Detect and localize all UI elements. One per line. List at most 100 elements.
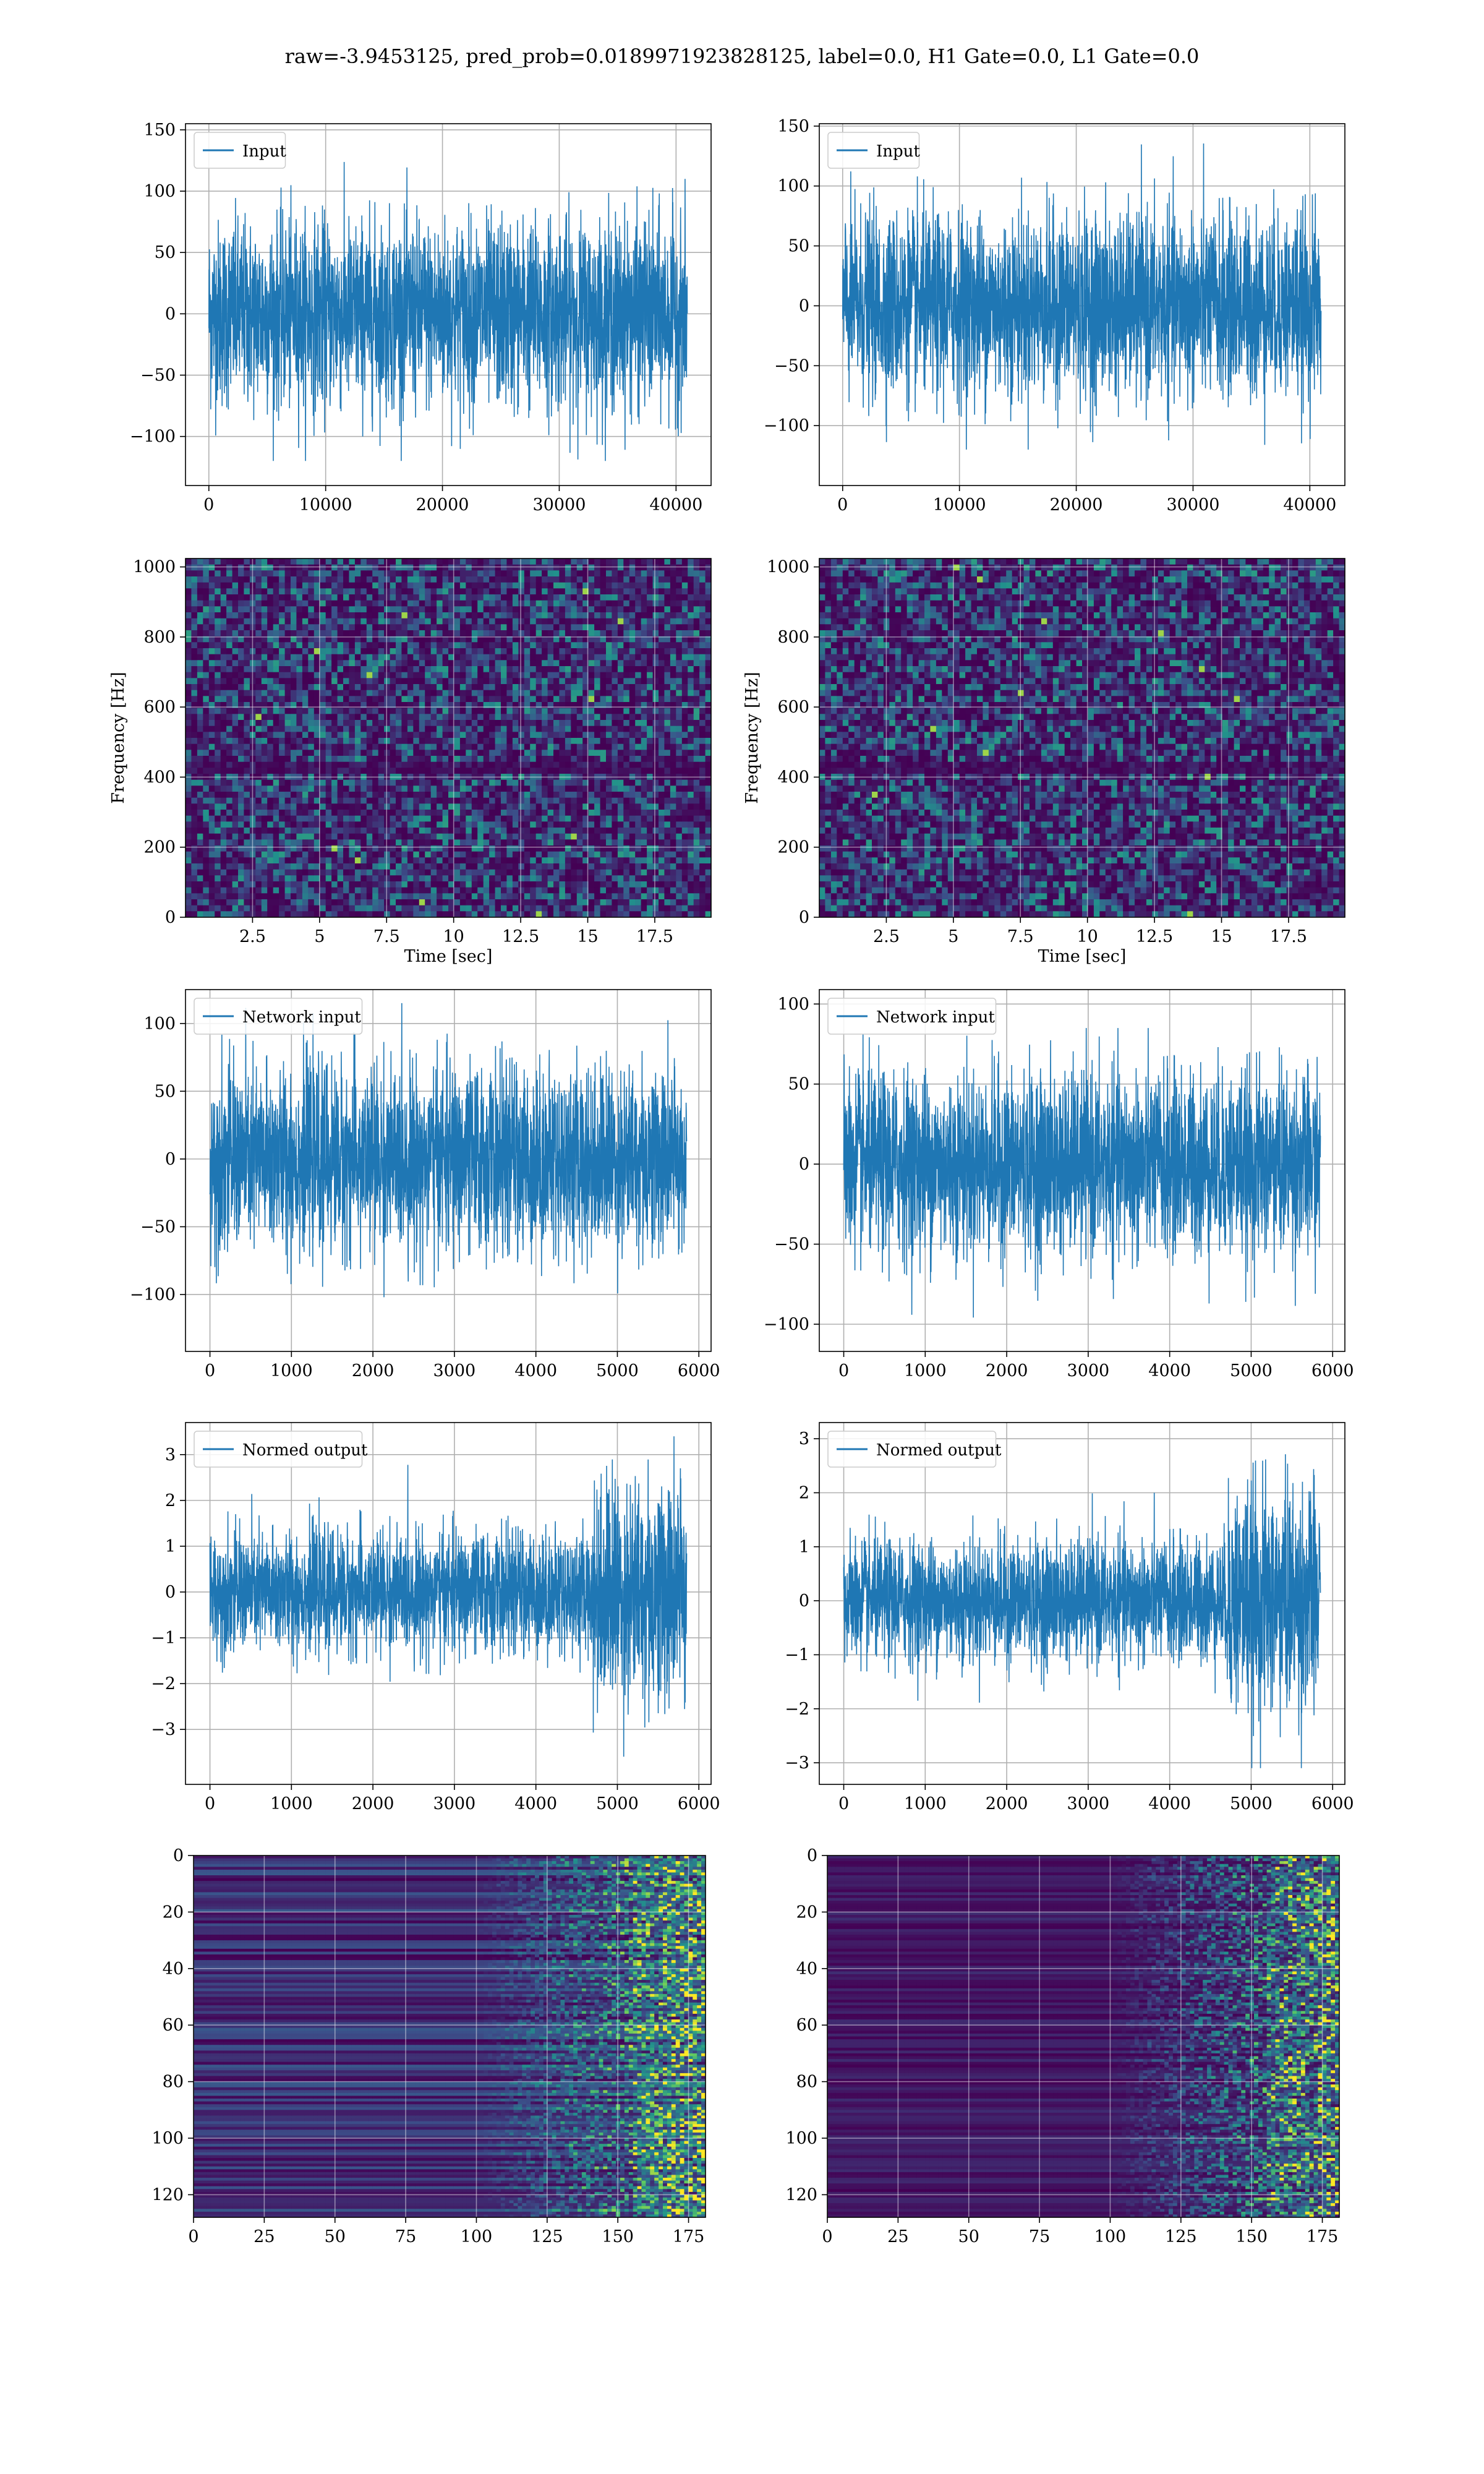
x-tick-label: 1000 (904, 1361, 947, 1380)
x-tick-label: 50 (325, 2227, 346, 2246)
y-tick-label: 2 (799, 1484, 809, 1503)
x-tick-label: 2000 (986, 1794, 1028, 1813)
y-tick-label: 100 (143, 1014, 176, 1034)
plot-area (819, 124, 1345, 486)
y-tick-label: −3 (785, 1753, 809, 1773)
axes-frame (185, 123, 712, 486)
x-tick-label: 175 (673, 2227, 705, 2246)
x-tick-label: 1000 (904, 1794, 947, 1813)
y-tick-label: 60 (796, 2016, 817, 2035)
x-tick-label: 75 (1029, 2227, 1050, 2246)
y-tick-label: 20 (163, 1903, 184, 1922)
axes-frame (819, 989, 1345, 1352)
x-tick-label: 4000 (1148, 1361, 1191, 1380)
x-tick-label: 2000 (352, 1794, 394, 1813)
y-tick-label: 100 (777, 177, 809, 196)
figure-title: raw=-3.9453125, pred_prob=0.018997192382… (0, 45, 1484, 68)
y-tick-label: 120 (785, 2185, 817, 2204)
y-tick-label: 80 (163, 2073, 184, 2092)
legend: Network input (194, 998, 363, 1035)
x-tick-label: 2.5 (239, 927, 266, 946)
x-axis-label: Time [sec] (404, 947, 493, 966)
y-tick-label: 600 (777, 698, 809, 717)
x-tick-label: 3000 (1067, 1794, 1110, 1813)
x-tick-label: 0 (205, 1361, 215, 1380)
x-tick-label: 12.5 (502, 927, 539, 946)
x-tick-label: 7.5 (373, 927, 400, 946)
x-tick-label: 17.5 (1270, 927, 1307, 946)
x-tick-label: 6000 (1311, 1361, 1354, 1380)
y-tick-label: −100 (764, 1315, 809, 1334)
y-axis-label: Frequency [Hz] (743, 672, 762, 803)
x-tick-label: 150 (602, 2227, 634, 2246)
x-tick-label: 10 (443, 927, 464, 946)
y-tick-label: 50 (788, 1075, 809, 1094)
x-tick-label: 3000 (433, 1794, 476, 1813)
y-tick-label: 50 (155, 243, 176, 262)
y-tick-label: −100 (764, 416, 809, 435)
y-tick-label: 3 (165, 1445, 176, 1465)
y-tick-label: 200 (777, 838, 809, 857)
legend: Normed output (194, 1431, 368, 1468)
y-tick-label: 400 (143, 768, 176, 787)
legend: Input (194, 132, 286, 169)
plot-area (194, 1856, 706, 2217)
x-tick-label: 3000 (1067, 1361, 1110, 1380)
legend: Normed output (827, 1431, 1002, 1468)
axes-frame (819, 1422, 1345, 1785)
panel-features-right: 0 25 50 75 100 125 150 175 0 20 40 60 80 100 120 (785, 1846, 1340, 2246)
y-tick-label: −50 (140, 366, 176, 385)
y-tick-label: −50 (774, 356, 809, 375)
y-tick-label: −2 (785, 1700, 809, 1719)
y-tick-label: 100 (151, 2129, 184, 2148)
y-tick-label: 100 (777, 995, 809, 1014)
legend-label: Network input (876, 1008, 995, 1027)
y-tick-label: 0 (799, 1155, 809, 1174)
x-tick-label: 150 (1235, 2227, 1268, 2246)
series-line (208, 161, 688, 461)
y-tick-label: 0 (807, 1846, 817, 1865)
x-tick-label: 50 (958, 2227, 979, 2246)
x-tick-label: 2000 (352, 1361, 394, 1380)
series-line (842, 143, 1322, 450)
y-tick-label: 0 (165, 1583, 176, 1602)
y-tick-label: −100 (130, 427, 176, 447)
y-tick-label: 600 (143, 698, 176, 717)
x-tick-label: 25 (887, 2227, 908, 2246)
x-tick-label: 125 (531, 2227, 563, 2246)
y-tick-label: 40 (163, 1959, 184, 1979)
x-tick-label: 100 (1094, 2227, 1127, 2246)
panel-features-left: 0 25 50 75 100 125 150 175 0 20 40 60 80 100 120 (151, 1846, 706, 2246)
y-tick-label: 0 (165, 1150, 176, 1169)
x-tick-label: 6000 (678, 1794, 720, 1813)
x-tick-label: 10000 (299, 495, 352, 515)
y-tick-label: −1 (151, 1629, 176, 1648)
plot-area (819, 1423, 1345, 1784)
x-tick-label: 20000 (416, 495, 469, 515)
y-tick-label: 100 (143, 182, 176, 201)
axes-frame (819, 558, 1345, 918)
series-line (209, 1003, 688, 1298)
y-tick-label: 0 (799, 296, 809, 315)
y-tick-label: 400 (777, 768, 809, 787)
legend-label: Input (876, 142, 920, 161)
plot-area (186, 1423, 711, 1784)
axes-frame (819, 123, 1345, 486)
panel-spectrogram-left: 2.5 5 7.5 10 12.5 15 17.5 0 200 400 600 800 1000 Time… (109, 558, 712, 966)
x-tick-label: 5 (314, 927, 325, 946)
x-tick-label: 5000 (1230, 1361, 1273, 1380)
y-tick-label: 150 (777, 117, 809, 136)
x-tick-label: 0 (822, 2227, 832, 2246)
y-tick-label: 3 (799, 1429, 809, 1449)
plot-area (186, 990, 711, 1351)
x-tick-label: 4000 (1148, 1794, 1191, 1813)
x-tick-label: 1000 (270, 1794, 313, 1813)
x-tick-label: 5 (948, 927, 958, 946)
axes-frame (185, 989, 712, 1352)
plot-area (827, 1856, 1339, 2217)
legend: Network input (827, 998, 997, 1035)
x-tick-label: 6000 (1311, 1794, 1354, 1813)
x-tick-label: 7.5 (1007, 927, 1034, 946)
